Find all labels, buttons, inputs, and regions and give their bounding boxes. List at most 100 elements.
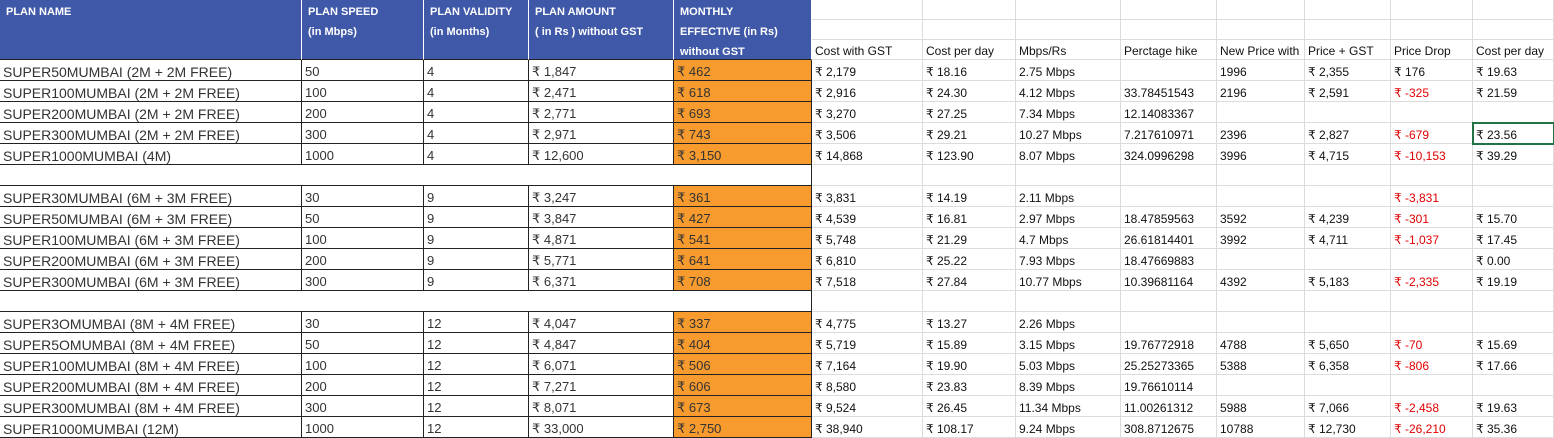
cell: ₹ 673 bbox=[674, 396, 812, 417]
header-text: PLAN NAME bbox=[6, 6, 72, 18]
blank-row bbox=[0, 165, 812, 186]
grid-cell bbox=[1391, 0, 1473, 20]
cell: 2.97 Mbps bbox=[1016, 207, 1121, 228]
cell: 9 bbox=[424, 228, 529, 249]
cell: 9 bbox=[424, 270, 529, 291]
grid-cell bbox=[1305, 20, 1391, 40]
cell: 4 bbox=[424, 123, 529, 144]
cell: ₹ 9,524 bbox=[812, 396, 923, 417]
cell: 12 bbox=[424, 312, 529, 333]
cell: 200 bbox=[302, 375, 424, 396]
grid-cell bbox=[1217, 20, 1305, 40]
cell: ₹ 12,730 bbox=[1305, 417, 1391, 438]
cell: ₹ 29.21 bbox=[923, 123, 1016, 144]
grid-cell bbox=[1391, 291, 1473, 312]
cell: 2.75 Mbps bbox=[1016, 60, 1121, 81]
header-text: (in Months) bbox=[430, 26, 490, 38]
cell: ₹ 708 bbox=[674, 270, 812, 291]
cell: 12 bbox=[424, 375, 529, 396]
cell: ₹ 19.63 bbox=[1473, 60, 1554, 81]
cell: ₹ 15.70 bbox=[1473, 207, 1554, 228]
grid-cell bbox=[1217, 291, 1305, 312]
cell: 30 bbox=[302, 312, 424, 333]
cell: ₹ 108.17 bbox=[923, 417, 1016, 438]
grid-cell bbox=[923, 20, 1016, 40]
cell: 4 bbox=[424, 81, 529, 102]
cell: SUPER5OMUMBAI (8M + 4M FREE) bbox=[0, 333, 302, 354]
cell: ₹ 606 bbox=[674, 375, 812, 396]
empty-cell bbox=[1305, 312, 1391, 333]
header-cell: Cost per day bbox=[923, 40, 1016, 60]
grid-cell bbox=[812, 165, 923, 186]
cell: 12 bbox=[424, 354, 529, 375]
empty-cell bbox=[1217, 375, 1305, 396]
header-cell: PLAN AMOUNT ( in Rs ) without GST bbox=[529, 0, 674, 60]
cell: ₹ 361 bbox=[674, 186, 812, 207]
header-cell: PLAN SPEED (in Mbps) bbox=[302, 0, 424, 60]
cell: 4.7 Mbps bbox=[1016, 228, 1121, 249]
grid-cell bbox=[1305, 0, 1391, 20]
cell: ₹ 3,506 bbox=[812, 123, 923, 144]
cell: 200 bbox=[302, 249, 424, 270]
grid-cell bbox=[1391, 20, 1473, 40]
cell: 33.78451543 bbox=[1121, 81, 1217, 102]
cell: 9.24 Mbps bbox=[1016, 417, 1121, 438]
cell: ₹ 3,150 bbox=[674, 144, 812, 165]
grid-cell bbox=[1016, 20, 1121, 40]
cell: ₹ 18.16 bbox=[923, 60, 1016, 81]
cell: ₹ 5,650 bbox=[1305, 333, 1391, 354]
cell: ₹ 2,916 bbox=[812, 81, 923, 102]
cell: 2196 bbox=[1217, 81, 1305, 102]
cell: ₹ 4,239 bbox=[1305, 207, 1391, 228]
header-text: ( in Rs ) without GST bbox=[535, 26, 644, 38]
cell: 4788 bbox=[1217, 333, 1305, 354]
cell: ₹ -325 bbox=[1391, 81, 1473, 102]
cell: 1000 bbox=[302, 144, 424, 165]
cell: ₹ 123.90 bbox=[923, 144, 1016, 165]
header-cell: Perctage hike bbox=[1121, 40, 1217, 60]
cell: ₹ 5,771 bbox=[529, 249, 674, 270]
grid-cell bbox=[1121, 165, 1217, 186]
empty-cell bbox=[1305, 102, 1391, 123]
cell: 3992 bbox=[1217, 228, 1305, 249]
cell: 4 bbox=[424, 102, 529, 123]
empty-cell bbox=[1305, 249, 1391, 270]
empty-cell bbox=[1473, 312, 1554, 333]
cell: 1996 bbox=[1217, 60, 1305, 81]
empty-cell bbox=[1217, 312, 1305, 333]
grid-cell bbox=[923, 0, 1016, 20]
cell: 50 bbox=[302, 333, 424, 354]
header-cell: New Price with bbox=[1217, 40, 1305, 60]
grid-cell bbox=[1016, 0, 1121, 20]
cell: 324.0996298 bbox=[1121, 144, 1217, 165]
cell: 1000 bbox=[302, 417, 424, 438]
cell: ₹ 33,000 bbox=[529, 417, 674, 438]
cell: 3.15 Mbps bbox=[1016, 333, 1121, 354]
grid-cell bbox=[1217, 0, 1305, 20]
header-text: PLAN VALIDITY bbox=[430, 6, 513, 18]
cell: 4 bbox=[424, 60, 529, 81]
cell: ₹ 26.45 bbox=[923, 396, 1016, 417]
grid-cell bbox=[1391, 165, 1473, 186]
empty-cell bbox=[1473, 375, 1554, 396]
cell: SUPER200MUMBAI (6M + 3M FREE) bbox=[0, 249, 302, 270]
cell: ₹ 5,719 bbox=[812, 333, 923, 354]
cell: ₹ 14.19 bbox=[923, 186, 1016, 207]
cell: 50 bbox=[302, 60, 424, 81]
cell: ₹ 4,715 bbox=[1305, 144, 1391, 165]
cell: ₹ 19.19 bbox=[1473, 270, 1554, 291]
cell: ₹ 5,183 bbox=[1305, 270, 1391, 291]
grid-cell bbox=[1473, 291, 1554, 312]
cell: 9 bbox=[424, 186, 529, 207]
cell: ₹ 2,471 bbox=[529, 81, 674, 102]
cell: 300 bbox=[302, 270, 424, 291]
cell: 10.77 Mbps bbox=[1016, 270, 1121, 291]
cell: 18.47669883 bbox=[1121, 249, 1217, 270]
cell: ₹ 6,371 bbox=[529, 270, 674, 291]
cell: ₹ 2,771 bbox=[529, 102, 674, 123]
grid-cell bbox=[1473, 165, 1554, 186]
cell: ₹ 3,247 bbox=[529, 186, 674, 207]
cell: 100 bbox=[302, 354, 424, 375]
cell: ₹ -2,458 bbox=[1391, 396, 1473, 417]
cell: 3592 bbox=[1217, 207, 1305, 228]
